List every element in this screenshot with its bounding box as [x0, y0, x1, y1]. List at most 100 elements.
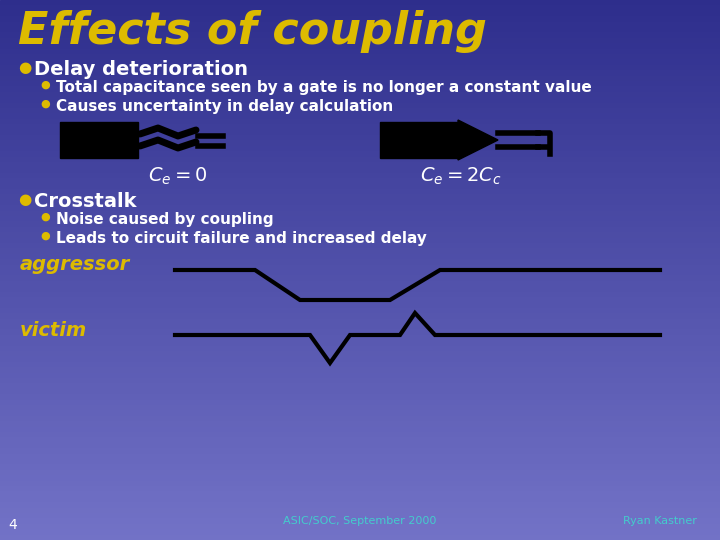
Bar — [0, 275, 720, 281]
Bar — [0, 205, 720, 211]
Bar — [0, 410, 720, 416]
Text: ASIC/SOC, September 2000: ASIC/SOC, September 2000 — [283, 516, 437, 526]
Text: ●: ● — [18, 60, 31, 75]
Bar — [0, 302, 720, 308]
Bar — [0, 211, 720, 216]
Bar — [0, 216, 720, 221]
Bar — [0, 22, 720, 27]
Bar — [0, 38, 720, 43]
Bar — [0, 119, 720, 124]
Bar — [0, 140, 720, 146]
Bar — [380, 122, 458, 158]
Bar — [0, 248, 720, 254]
Bar — [0, 92, 720, 97]
Bar — [0, 173, 720, 178]
Text: ●: ● — [40, 212, 50, 222]
Bar — [0, 146, 720, 151]
Bar — [0, 167, 720, 173]
Text: ●: ● — [40, 231, 50, 241]
Bar — [0, 340, 720, 346]
Bar — [0, 59, 720, 65]
Bar — [0, 308, 720, 313]
Bar — [0, 151, 720, 157]
Bar — [0, 454, 720, 459]
Bar — [0, 178, 720, 184]
Bar — [0, 486, 720, 491]
Bar — [0, 351, 720, 356]
Bar — [0, 162, 720, 167]
Bar — [0, 470, 720, 475]
Bar — [0, 286, 720, 292]
Bar — [0, 27, 720, 32]
Bar — [0, 405, 720, 410]
Bar — [0, 157, 720, 162]
Polygon shape — [458, 120, 498, 160]
Bar — [0, 254, 720, 259]
Bar — [0, 297, 720, 302]
Bar — [0, 400, 720, 405]
Bar — [0, 421, 720, 427]
Text: Delay deterioration: Delay deterioration — [34, 60, 248, 79]
Bar — [0, 324, 720, 329]
Bar — [0, 427, 720, 432]
Bar — [0, 184, 720, 189]
Bar — [0, 502, 720, 508]
Bar — [0, 362, 720, 367]
Bar — [0, 103, 720, 108]
Bar — [0, 475, 720, 481]
Bar — [0, 459, 720, 464]
Text: ●: ● — [40, 80, 50, 90]
Bar — [0, 16, 720, 22]
Bar — [0, 389, 720, 394]
Text: aggressor: aggressor — [20, 255, 130, 274]
Bar — [0, 221, 720, 227]
Bar — [0, 43, 720, 49]
Text: ●: ● — [40, 99, 50, 109]
Bar — [0, 194, 720, 200]
Bar — [0, 130, 720, 135]
Bar — [0, 243, 720, 248]
Bar — [0, 319, 720, 324]
Bar — [0, 497, 720, 502]
Text: Effects of coupling: Effects of coupling — [18, 10, 487, 53]
Text: victim: victim — [20, 321, 87, 340]
Bar — [0, 464, 720, 470]
Bar — [0, 54, 720, 59]
Bar — [0, 265, 720, 270]
Bar — [0, 416, 720, 421]
Text: Total capacitance seen by a gate is no longer a constant value: Total capacitance seen by a gate is no l… — [56, 80, 592, 95]
Bar — [0, 0, 720, 5]
Bar — [0, 508, 720, 513]
Text: Causes uncertainty in delay calculation: Causes uncertainty in delay calculation — [56, 99, 393, 114]
Bar — [0, 383, 720, 389]
Bar — [0, 535, 720, 540]
Bar — [0, 86, 720, 92]
Bar — [0, 76, 720, 81]
Bar — [0, 232, 720, 238]
Bar — [0, 518, 720, 524]
Bar — [0, 313, 720, 319]
Bar — [0, 432, 720, 437]
Bar — [0, 481, 720, 486]
Bar — [60, 122, 138, 158]
Bar — [0, 32, 720, 38]
Bar — [0, 329, 720, 335]
Text: Ryan Kastner: Ryan Kastner — [623, 516, 697, 526]
Bar — [0, 108, 720, 113]
Bar — [0, 281, 720, 286]
Text: Noise caused by coupling: Noise caused by coupling — [56, 212, 274, 227]
Bar — [0, 524, 720, 529]
Bar — [0, 227, 720, 232]
Bar — [0, 200, 720, 205]
Text: 4: 4 — [8, 518, 17, 532]
Bar — [0, 5, 720, 11]
Bar — [0, 335, 720, 340]
Bar — [0, 189, 720, 194]
Text: Leads to circuit failure and increased delay: Leads to circuit failure and increased d… — [56, 231, 427, 246]
Bar — [0, 448, 720, 454]
Bar — [0, 81, 720, 86]
Bar — [0, 378, 720, 383]
Bar — [0, 70, 720, 76]
Bar — [0, 529, 720, 535]
Text: $C_e= 0$: $C_e= 0$ — [148, 166, 207, 187]
